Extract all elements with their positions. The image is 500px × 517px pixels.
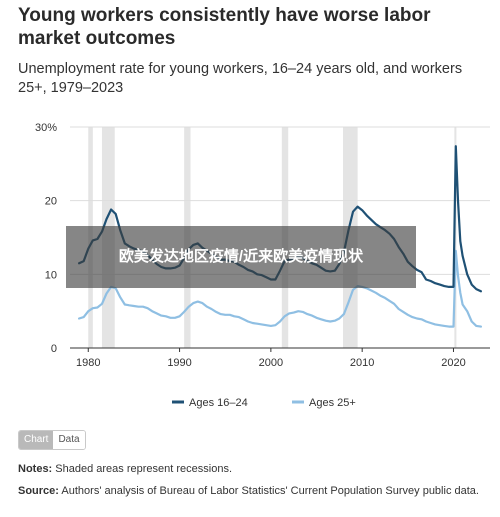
y-tick-label: 0 bbox=[51, 343, 57, 355]
notes-text: Shaded areas represent recessions. bbox=[55, 463, 233, 475]
watermark-overlay: 欧美发达地区疫情/近来欧美疫情现状 bbox=[66, 226, 416, 288]
x-tick-label: 1980 bbox=[76, 357, 100, 369]
source-label: Source: bbox=[18, 485, 59, 497]
x-tick-label: 2010 bbox=[350, 357, 374, 369]
axes: 0 10 20 30% 1980 1990 2000 2010 2020 bbox=[35, 122, 490, 369]
x-tick-label: 1990 bbox=[167, 357, 191, 369]
y-tick-label: 20 bbox=[45, 196, 57, 208]
chart-source: Source: Authors' analysis of Bureau of L… bbox=[18, 484, 494, 498]
y-tick-label: 10 bbox=[45, 269, 57, 281]
legend: Ages 16–24 Ages 25+ bbox=[172, 397, 356, 409]
older-workers-line bbox=[77, 249, 482, 328]
chart-subtitle: Unemployment rate for young workers, 16–… bbox=[18, 61, 463, 96]
x-tick-label: 2000 bbox=[259, 357, 283, 369]
y-tick-label: 30% bbox=[35, 122, 57, 134]
legend-label: Ages 25+ bbox=[309, 397, 356, 409]
notes-label: Notes: bbox=[18, 463, 53, 475]
chart-data-toggle: Chart Data bbox=[18, 430, 86, 450]
x-tick-label: 2020 bbox=[441, 357, 465, 369]
chart-notes: Notes: Shaded areas represent recessions… bbox=[18, 462, 488, 476]
chart-title: Young workers consistently have worse la… bbox=[18, 5, 431, 49]
source-text: Authors' analysis of Bureau of Labor Sta… bbox=[61, 485, 479, 497]
legend-label: Ages 16–24 bbox=[189, 397, 248, 409]
data-toggle-button[interactable]: Data bbox=[53, 431, 85, 449]
chart-toggle-button[interactable]: Chart bbox=[19, 431, 54, 449]
